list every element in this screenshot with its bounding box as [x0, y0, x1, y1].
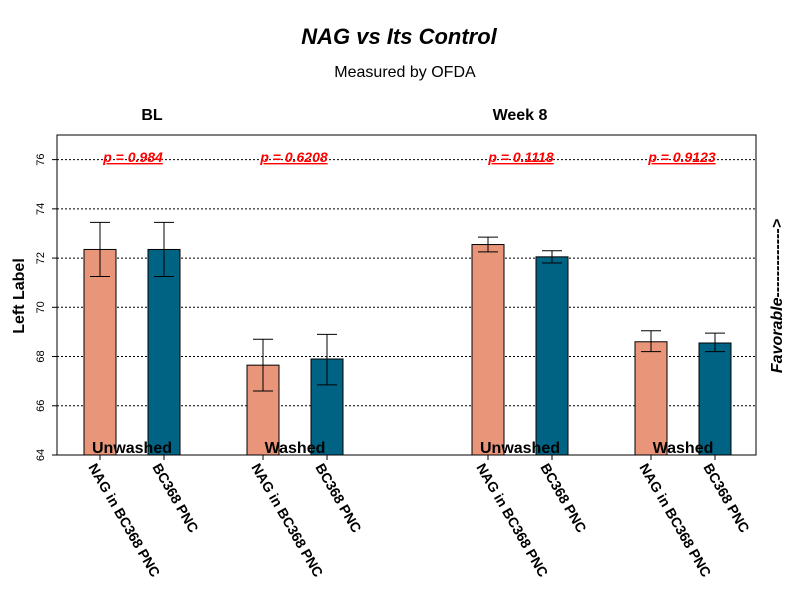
bar: [471, 244, 505, 456]
y-tick-label: 64: [35, 449, 47, 461]
bar: [698, 342, 732, 456]
group-label: Washed: [265, 440, 326, 457]
bar: [535, 256, 569, 456]
y-tick-label: 66: [35, 400, 47, 412]
p-value-label: p = 0.6208: [259, 149, 328, 165]
x-tick-label: NAG in BC368 PNC: [636, 461, 714, 580]
y-tick-label: 72: [35, 252, 47, 264]
y-tick-label: 76: [35, 153, 47, 165]
x-tick-label: BC368 PNC: [537, 461, 589, 536]
plot-frame: [56, 134, 757, 456]
y-axis-label: Left Label: [11, 258, 28, 334]
bar: [634, 341, 668, 456]
bar: [147, 248, 181, 456]
x-tick-label: BC368 PNC: [149, 461, 201, 536]
x-tick-label: NAG in BC368 PNC: [473, 461, 551, 580]
favorable-annotation: Favorable------------->: [769, 219, 786, 373]
chart-subtitle: Measured by OFDA: [334, 64, 476, 81]
group-label: Unwashed: [480, 440, 560, 457]
panel-label: Week 8: [493, 107, 548, 124]
chart-title: NAG vs Its Control: [301, 24, 497, 49]
panel-label: BL: [141, 107, 163, 124]
p-value-label: p = 0.984: [102, 149, 163, 165]
plot-area: 64 66 68 70 72 74 76 BL p = 0.984 NAG in BC368 PN…: [35, 107, 757, 580]
x-tick-label: BC368 PNC: [312, 461, 364, 536]
x-tick-label: NAG in BC368 PNC: [85, 461, 163, 580]
bar: [83, 248, 117, 456]
group-label: Washed: [653, 440, 714, 457]
y-tick-label: 68: [35, 350, 47, 362]
p-value-label: p = 0.1118: [487, 149, 553, 165]
group-label: Unwashed: [92, 440, 172, 457]
p-value-label: p = 0.9123: [647, 149, 716, 165]
y-tick-label: 70: [35, 301, 47, 313]
y-tick-label: 74: [35, 203, 47, 215]
x-tick-label: BC368 PNC: [700, 461, 752, 536]
x-tick-label: NAG in BC368 PNC: [248, 461, 326, 580]
